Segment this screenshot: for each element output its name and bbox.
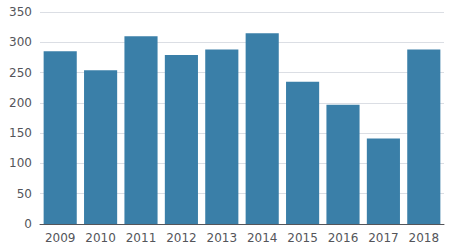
svg-text:250: 250 [9, 66, 32, 80]
svg-text:2010: 2010 [85, 231, 116, 245]
svg-text:50: 50 [17, 187, 32, 201]
svg-text:2011: 2011 [126, 231, 157, 245]
svg-text:0: 0 [24, 217, 32, 231]
svg-text:2009: 2009 [45, 231, 76, 245]
svg-text:300: 300 [9, 35, 32, 49]
svg-text:2015: 2015 [287, 231, 318, 245]
svg-text:150: 150 [9, 126, 32, 140]
svg-text:200: 200 [9, 96, 32, 110]
svg-text:350: 350 [9, 5, 32, 19]
svg-text:100: 100 [9, 156, 32, 170]
svg-text:2016: 2016 [328, 231, 359, 245]
svg-text:2012: 2012 [166, 231, 197, 245]
svg-text:2018: 2018 [409, 231, 440, 245]
svg-text:2014: 2014 [247, 231, 278, 245]
svg-text:2017: 2017 [368, 231, 399, 245]
svg-text:2013: 2013 [207, 231, 238, 245]
